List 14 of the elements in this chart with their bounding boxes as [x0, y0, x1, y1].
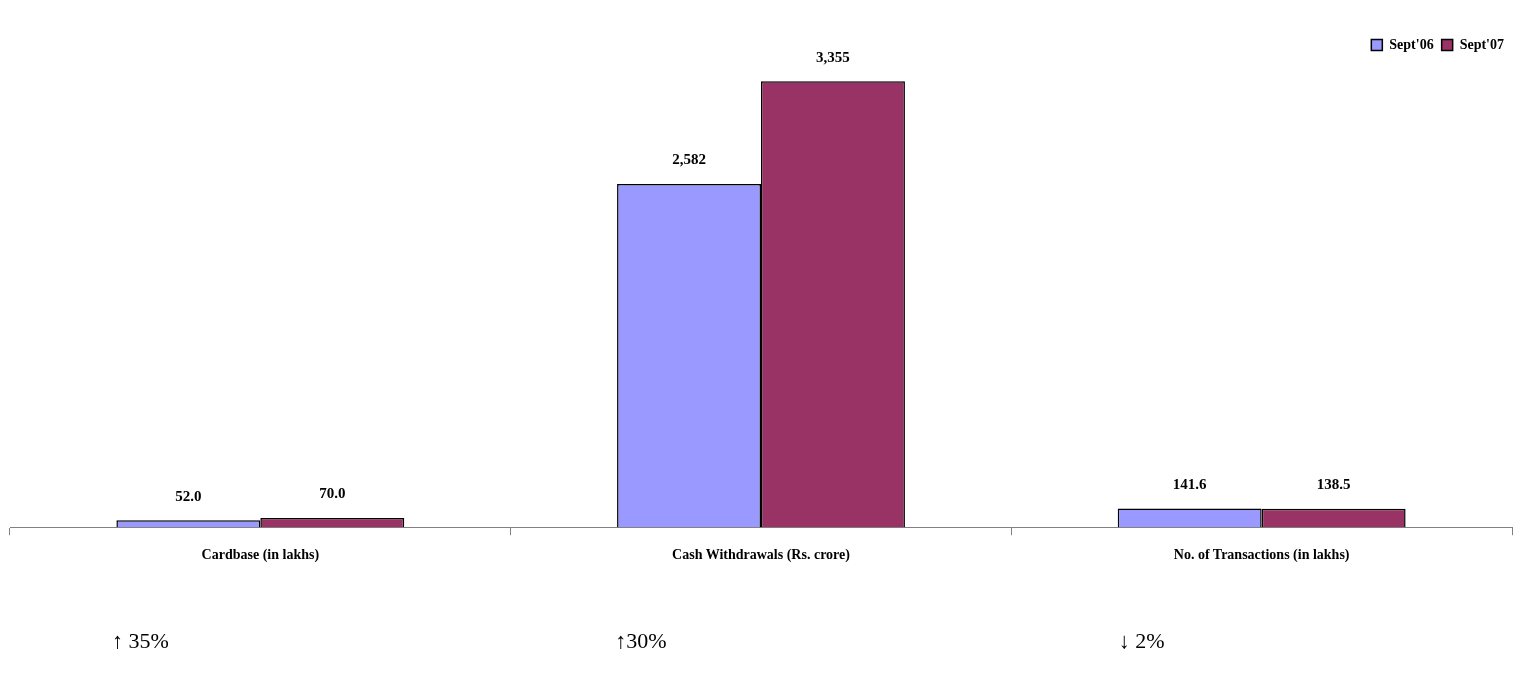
legend-label: Sept'07 [1459, 36, 1505, 52]
x-tick-label: Cardbase (in lakhs) [201, 547, 320, 564]
text: ↑30% [615, 627, 667, 653]
text: ↑ 35% [111, 627, 169, 653]
x-tick-label: No. of Transactions (in lakhs) [1173, 547, 1350, 564]
x-tick-label: Cash Withdrawals (Rs. crore) [672, 547, 851, 564]
data-label: 141.6 [1172, 475, 1208, 492]
data-label: 2,582 [672, 151, 706, 168]
data-label: 138.5 [1316, 476, 1351, 493]
data-label: 70.0 [319, 485, 346, 502]
data-label: 3,355 [816, 48, 850, 65]
text: ↓ 2% [1118, 627, 1165, 653]
legend-label: Sept'06 [1389, 36, 1434, 52]
data-label: 52.0 [175, 487, 202, 504]
